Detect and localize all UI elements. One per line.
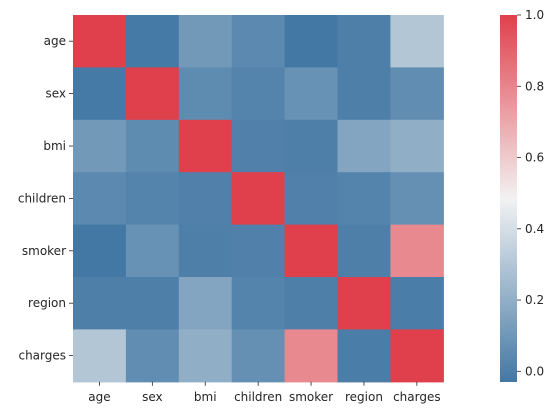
heatmap-cell-smoker-smoker: [284, 224, 339, 278]
colorbar-tick-label: 0.4: [525, 222, 544, 236]
heatmap-cell-region-region: [337, 277, 391, 330]
row-label-age: age: [44, 34, 66, 48]
row-label-region: region: [28, 296, 66, 310]
heatmap-cell-children-charges: [390, 172, 444, 226]
heatmap-cell-region-charges: [390, 277, 444, 330]
column-label-children: children: [234, 390, 282, 404]
colorbar: [500, 15, 517, 382]
heatmap-cell-charges-sex: [125, 329, 180, 383]
heatmap-cell-smoker-region: [337, 224, 391, 278]
heatmap-cell-age-charges: [390, 15, 444, 68]
heatmap-cell-smoker-age: [73, 224, 127, 278]
heatmap-cell-smoker-bmi: [178, 224, 233, 278]
heatmap-cell-bmi-bmi: [178, 119, 233, 173]
heatmap-cell-region-sex: [125, 277, 180, 330]
heatmap-cell-children-smoker: [284, 172, 339, 226]
heatmap-cell-age-sex: [125, 15, 180, 68]
heatmap-cell-bmi-region: [337, 119, 391, 173]
row-label-smoker: smoker: [22, 244, 66, 258]
row-label-bmi: bmi: [43, 139, 66, 153]
heatmap-cell-region-bmi: [178, 277, 233, 330]
heatmap-cell-bmi-age: [73, 119, 127, 173]
heatmap-cell-age-children: [231, 15, 286, 68]
colorbar-tick-label: 0.0: [525, 364, 544, 378]
column-label-charges: charges: [393, 390, 441, 404]
heatmap-cell-sex-sex: [125, 67, 180, 121]
column-labels: age sex bmi children smoker region charges: [88, 381, 441, 404]
heatmap-cell-region-children: [231, 277, 286, 330]
row-label-children: children: [18, 191, 66, 205]
column-label-smoker: smoker: [289, 390, 333, 404]
heatmap-cell-smoker-sex: [125, 224, 180, 278]
heatmap-cell-charges-charges: [390, 329, 444, 383]
heatmap-cell-children-children: [231, 172, 286, 226]
colorbar-tick-label: 0.8: [525, 79, 544, 93]
heatmap-cell-age-smoker: [284, 15, 339, 68]
colorbar-tick-label: 1.0: [525, 8, 544, 22]
heatmap-cell-age-region: [337, 15, 391, 68]
column-label-bmi: bmi: [194, 390, 217, 404]
colorbar-ticks: 0.0 0.2 0.4 0.6 0.8 1.0: [517, 8, 544, 378]
column-label-sex: sex: [142, 390, 163, 404]
column-label-age: age: [88, 390, 110, 404]
heatmap-cell-charges-age: [73, 329, 127, 383]
row-label-sex: sex: [45, 87, 66, 101]
heatmap-cell-sex-bmi: [178, 67, 233, 121]
heatmap-cell-children-region: [337, 172, 391, 226]
heatmap-cell-bmi-children: [231, 119, 286, 173]
heatmap-cell-bmi-smoker: [284, 119, 339, 173]
heatmap-cell-age-bmi: [178, 15, 233, 68]
row-labels: age sex bmi children smoker region charges: [18, 34, 73, 363]
heatmap-cell-sex-region: [337, 67, 391, 121]
heatmap-cell-age-age: [73, 15, 127, 68]
heatmap-cell-children-bmi: [178, 172, 233, 226]
heatmap-cell-smoker-children: [231, 224, 286, 278]
heatmap-cells: [73, 15, 444, 383]
heatmap-cell-charges-children: [231, 329, 286, 383]
heatmap-cell-region-age: [73, 277, 127, 330]
heatmap-cell-bmi-charges: [390, 119, 444, 173]
heatmap-cell-charges-bmi: [178, 329, 233, 383]
heatmap-cell-sex-smoker: [284, 67, 339, 121]
heatmap-cell-sex-age: [73, 67, 127, 121]
heatmap-cell-region-smoker: [284, 277, 339, 330]
heatmap-cell-bmi-sex: [125, 119, 180, 173]
column-label-region: region: [345, 390, 383, 404]
heatmap-cell-sex-charges: [390, 67, 444, 121]
colorbar-tick-label: 0.2: [525, 293, 544, 307]
heatmap-cell-children-sex: [125, 172, 180, 226]
heatmap-cell-charges-smoker: [284, 329, 339, 383]
heatmap-cell-charges-region: [337, 329, 391, 383]
colorbar-tick-label: 0.6: [525, 151, 544, 165]
heatmap-cell-children-age: [73, 172, 127, 226]
heatmap-cell-smoker-charges: [390, 224, 444, 278]
row-label-charges: charges: [18, 349, 66, 363]
heatmap-cell-sex-children: [231, 67, 286, 121]
